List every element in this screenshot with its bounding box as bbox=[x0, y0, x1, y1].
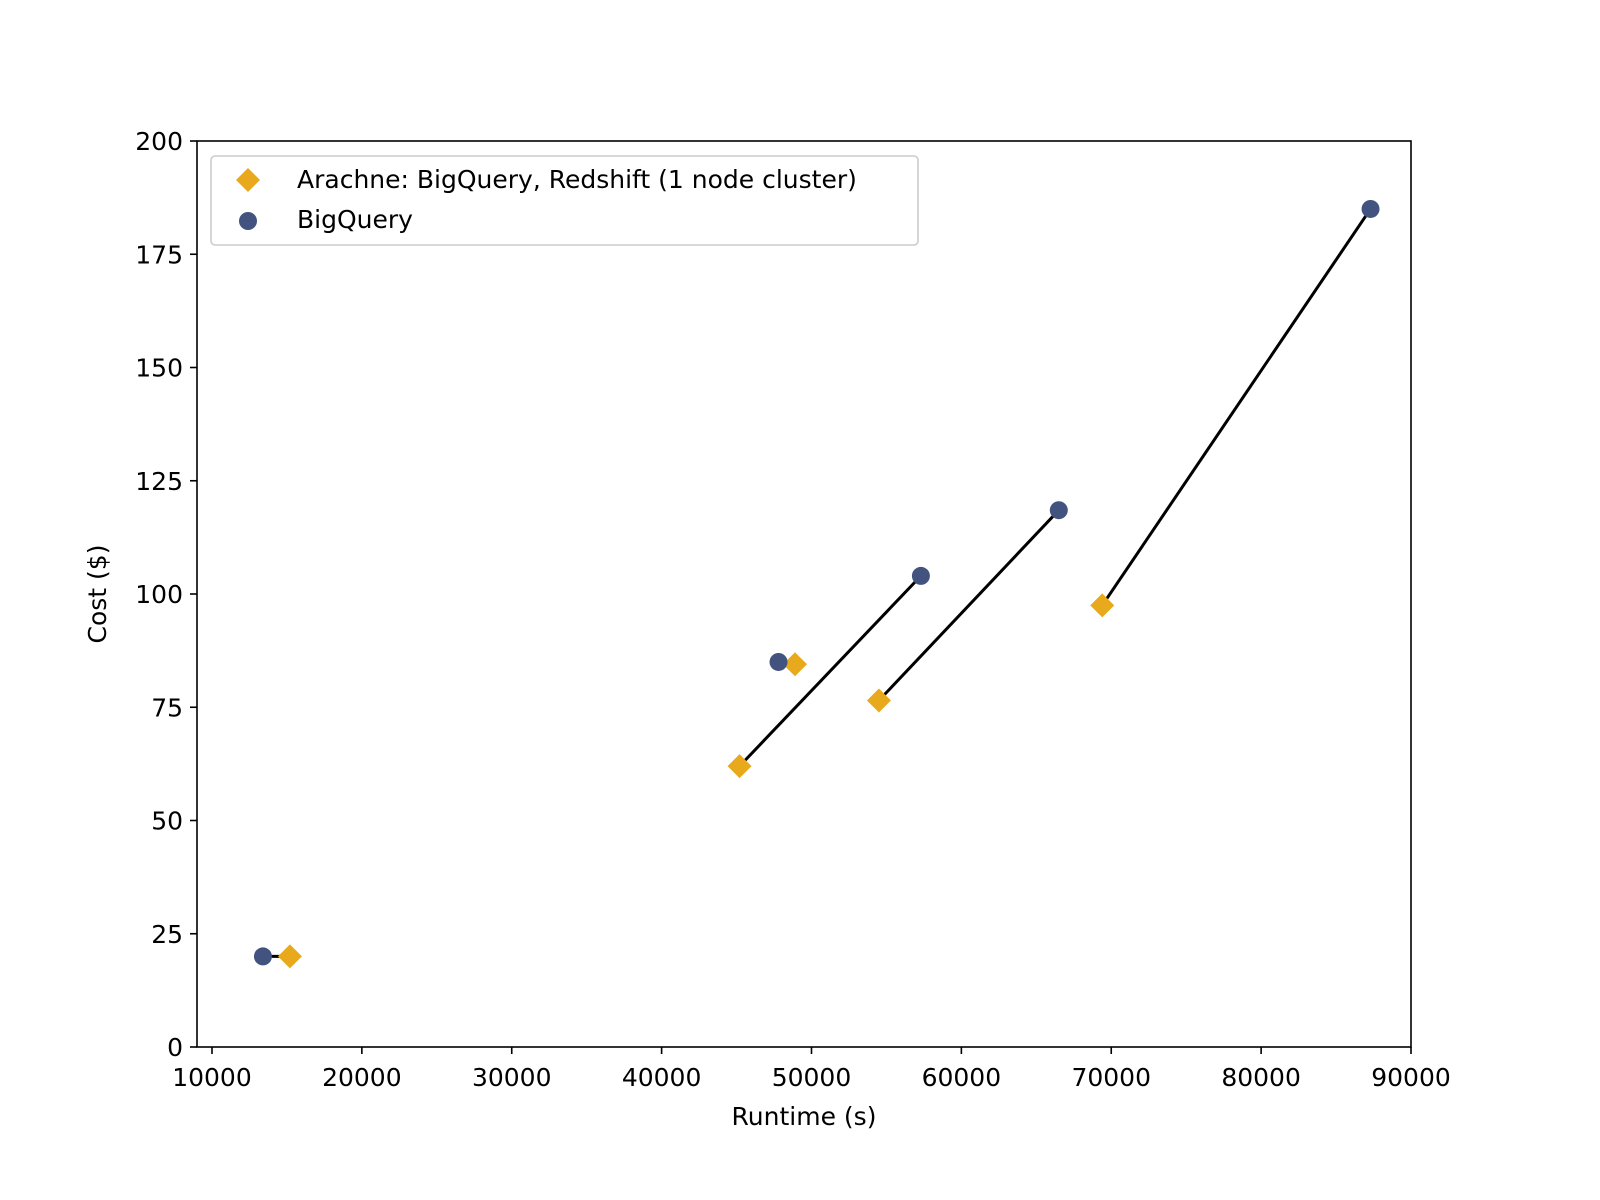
diamond-data-point bbox=[727, 754, 752, 779]
y-tick-label: 200 bbox=[135, 127, 183, 156]
legend-entry-bigquery: BigQuery bbox=[297, 205, 413, 234]
x-tick-label: 70000 bbox=[1071, 1063, 1151, 1092]
y-axis-label: Cost ($) bbox=[83, 545, 112, 644]
x-tick-label: 40000 bbox=[622, 1063, 702, 1092]
legend-circle-marker bbox=[239, 212, 257, 230]
legend-box bbox=[210, 155, 919, 246]
x-tick-label: 20000 bbox=[322, 1063, 402, 1092]
x-tick-label: 50000 bbox=[772, 1063, 852, 1092]
x-tick-label: 30000 bbox=[472, 1063, 552, 1092]
x-tick-label: 60000 bbox=[922, 1063, 1002, 1092]
x-axis-ticks: 10000 20000 30000 40000 50000 60000 70000 80000… bbox=[172, 1047, 1451, 1092]
x-axis-label: Runtime (s) bbox=[732, 1102, 877, 1131]
diamond-data-point bbox=[277, 944, 302, 969]
data-markers bbox=[253, 199, 1380, 969]
diamond-data-point bbox=[866, 688, 891, 713]
y-tick-label: 150 bbox=[135, 354, 183, 383]
y-tick-label: 0 bbox=[167, 1033, 183, 1062]
x-tick-label: 10000 bbox=[172, 1063, 252, 1092]
y-tick-label: 125 bbox=[135, 467, 183, 496]
connector-lines bbox=[262, 208, 1372, 958]
circle-data-point bbox=[1361, 199, 1380, 218]
connector-line bbox=[877, 509, 1060, 702]
circle-data-point bbox=[911, 566, 930, 585]
y-tick-label: 25 bbox=[151, 920, 183, 949]
plot-frame bbox=[196, 140, 1412, 1048]
y-tick-label: 50 bbox=[151, 807, 183, 836]
circle-data-point bbox=[1049, 501, 1068, 520]
legend-diamond-marker bbox=[236, 168, 260, 192]
y-tick-label: 75 bbox=[151, 693, 183, 722]
diamond-data-point bbox=[783, 652, 808, 677]
connector-line bbox=[738, 574, 922, 768]
y-axis-ticks: 0 25 50 75 100 125 150 175 200 bbox=[135, 127, 197, 1062]
x-tick-label: 80000 bbox=[1221, 1063, 1301, 1092]
circle-data-point bbox=[769, 652, 788, 671]
x-tick-label: 90000 bbox=[1371, 1063, 1451, 1092]
y-tick-label: 175 bbox=[135, 240, 183, 269]
diamond-data-point bbox=[1090, 593, 1115, 618]
circle-data-point bbox=[253, 947, 272, 966]
legend-entry-arachne: Arachne: BigQuery, Redshift (1 node clus… bbox=[297, 165, 857, 194]
y-tick-label: 100 bbox=[135, 580, 183, 609]
legend: Arachne: BigQuery, Redshift (1 node clus… bbox=[210, 155, 919, 246]
connector-line bbox=[1101, 208, 1372, 607]
